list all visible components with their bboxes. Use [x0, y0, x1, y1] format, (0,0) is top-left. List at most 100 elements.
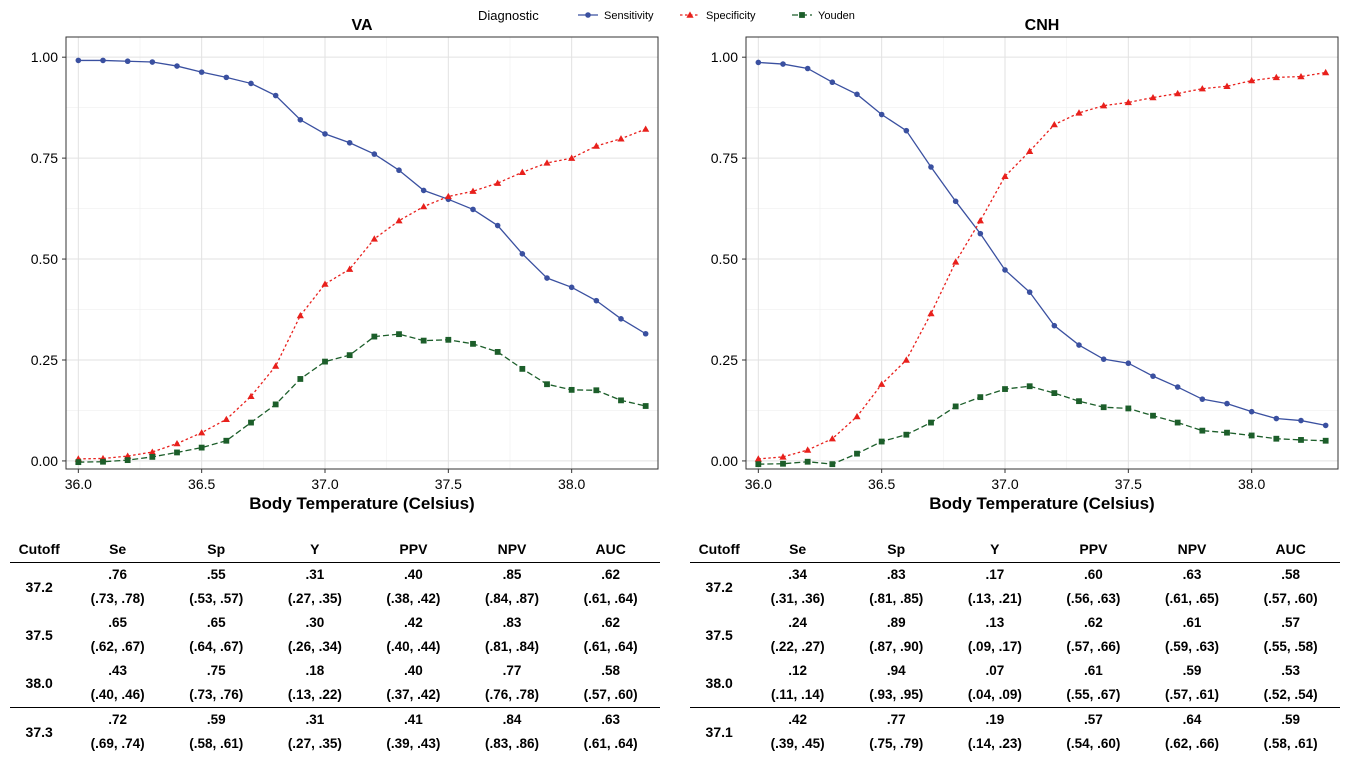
y-tick-label: 0.50: [31, 251, 58, 267]
x-tick-label: 36.0: [65, 476, 92, 492]
estimate-cell: .40: [404, 567, 423, 582]
table-row: (.69, .74) (.58, .61) (.27, .35) (.39, .43)…: [10, 732, 660, 756]
data-point-sensitivity: [1174, 384, 1181, 390]
ci-cell: (.87, .90): [869, 639, 924, 654]
cutoff-cell: 37.2: [705, 579, 733, 595]
estimate-cell: .85: [502, 567, 522, 582]
data-point-specificity: [124, 452, 132, 459]
data-point-specificity: [494, 179, 502, 186]
data-point-specificity: [976, 217, 984, 224]
data-point-specificity: [1050, 121, 1058, 128]
ci-cell: (.22, .27): [770, 639, 825, 654]
data-point-youden: [223, 437, 230, 444]
ci-cell: (.13, .22): [287, 687, 342, 702]
ci-cell: (.54, .60): [1066, 736, 1121, 751]
data-point-youden: [780, 460, 786, 467]
table-row: 37.5 .24 .89 .13 .62 .61 .57: [690, 611, 1340, 643]
estimate-cell: .43: [108, 663, 128, 678]
ci-cell: (.38, .42): [386, 591, 441, 606]
ci-cell: (.81, .84): [485, 639, 540, 654]
estimate-cell: .57: [1044, 707, 1143, 732]
estimate-cell: .62: [601, 567, 621, 582]
data-point-sensitivity: [494, 222, 501, 229]
table-row: 38.0 .12 .94 .07 .61 .59 .53: [690, 659, 1340, 691]
chart-panel-cnh: 0.00 0.25 0.50 0.75 1.00 36.0 36.5 37.0 37.5 38.0…: [711, 17, 1339, 513]
ci-cell: (.26, .34): [287, 639, 342, 654]
data-point-sensitivity: [1248, 408, 1255, 415]
ci-cell: (.73, .76): [189, 687, 244, 702]
chart-title: CNH: [1025, 17, 1060, 34]
data-point-youden: [519, 365, 526, 372]
estimate-cell: .34: [788, 567, 808, 582]
data-point-specificity: [444, 192, 452, 200]
data-point-sensitivity: [952, 198, 959, 205]
data-point-specificity: [853, 412, 861, 420]
data-point-sensitivity: [878, 111, 885, 118]
x-tick-label: 37.0: [311, 476, 338, 492]
estimate-cell: .30: [305, 615, 325, 630]
table-row: (.62, .67) (.64, .67) (.26, .34) (.40, .44)…: [10, 635, 660, 659]
table-row: (.11, .14) (.93, .95) (.04, .09) (.55, .67)…: [690, 683, 1340, 708]
data-point-sensitivity: [470, 206, 476, 213]
ci-cell: (.13, .21): [967, 591, 1022, 606]
column-header: Cutoff: [698, 541, 740, 557]
data-point-youden: [952, 403, 959, 410]
estimate-cell: .83: [502, 615, 522, 630]
cutoff-cell: 38.0: [705, 675, 733, 691]
chart-area: 0.00 0.25 0.50 0.75 1.00 36.0 36.5 37.0 37.5 38.0…: [31, 8, 1339, 513]
ci-cell: (.61, .64): [583, 639, 638, 654]
estimate-cell: .65: [108, 615, 128, 630]
data-point-specificity: [296, 311, 304, 319]
data-point-youden: [1026, 383, 1033, 390]
column-header: Y: [310, 541, 320, 557]
ci-cell: (.14, .23): [967, 736, 1022, 751]
data-point-sensitivity: [124, 58, 131, 65]
estimate-cell: .63: [561, 707, 660, 732]
estimate-cell: .24: [788, 615, 808, 630]
ci-cell: (.84, .87): [485, 591, 540, 606]
estimate-cell: .65: [206, 615, 226, 630]
estimate-cell: .84: [462, 707, 562, 732]
data-point-youden: [149, 453, 156, 460]
data-point-youden: [174, 449, 180, 456]
estimate-cell: .53: [1281, 663, 1301, 678]
estimate-cell: .61: [1084, 663, 1103, 678]
data-point-specificity: [1272, 73, 1280, 81]
estimate-cell: .59: [1182, 663, 1202, 678]
data-point-specificity: [321, 280, 329, 287]
data-point-specificity: [1223, 82, 1231, 89]
y-tick-label: 0.25: [31, 352, 58, 368]
ci-cell: (.39, .45): [770, 736, 825, 751]
ci-cell: (.69, .74): [90, 736, 145, 751]
estimate-cell: .19: [945, 707, 1045, 732]
data-point-sensitivity: [1026, 289, 1033, 295]
data-point-youden: [198, 444, 205, 451]
data-point-sensitivity: [1150, 373, 1156, 379]
data-point-youden: [568, 386, 575, 393]
data-point-sensitivity: [544, 275, 550, 281]
data-point-sensitivity: [977, 230, 984, 237]
ci-cell: (.61, .64): [583, 736, 638, 751]
legend-label: Sensitivity: [604, 10, 654, 22]
data-point-sensitivity: [100, 57, 106, 64]
plot-frame: [65, 36, 659, 470]
data-point-sensitivity: [519, 251, 526, 257]
legend-marker-sensitivity: [585, 12, 591, 18]
ci-cell: (.56, .63): [1066, 591, 1121, 606]
x-tick-label: 38.0: [558, 476, 585, 492]
column-header: AUC: [1275, 541, 1306, 557]
ci-cell: (.37, .42): [386, 687, 441, 702]
data-point-sensitivity: [593, 297, 600, 304]
estimate-cell: .58: [601, 663, 621, 678]
estimate-cell: .40: [404, 663, 423, 678]
data-point-sensitivity: [198, 69, 205, 75]
ci-cell: (.09, .17): [967, 639, 1022, 654]
estimate-cell: .76: [108, 567, 128, 582]
data-point-specificity: [642, 125, 650, 132]
series-line-sensitivity: [758, 61, 1326, 427]
data-point-specificity: [346, 265, 354, 272]
data-point-sensitivity: [297, 116, 304, 123]
data-point-sensitivity: [1224, 400, 1230, 407]
estimate-cell: .77: [846, 707, 946, 732]
ci-cell: (.31, .36): [770, 591, 825, 606]
